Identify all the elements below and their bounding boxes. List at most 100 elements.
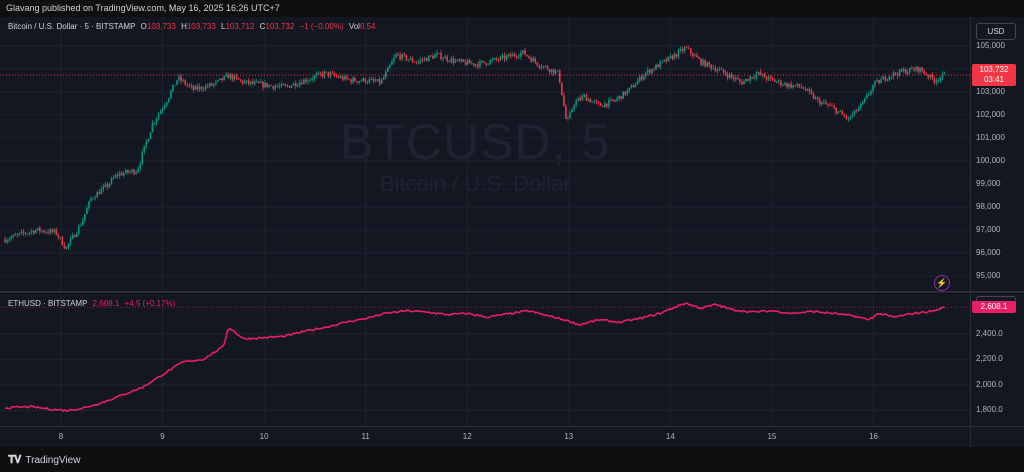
- btc-candle-body: [857, 108, 860, 112]
- btc-candle-body: [518, 56, 520, 58]
- btc-candle-body: [841, 111, 844, 115]
- btc-candle-body: [423, 58, 426, 60]
- btc-candle-body: [299, 82, 301, 86]
- btc-candle-body: [579, 98, 582, 100]
- btc-candle-body: [139, 163, 141, 169]
- btc-candle-body: [90, 198, 92, 202]
- btc-y-tick-label: 101,000: [976, 132, 1005, 142]
- btc-candle-body: [143, 145, 146, 153]
- btc-candle-body: [497, 59, 500, 61]
- btc-candle-body: [663, 59, 665, 61]
- eth-price-axis[interactable]: USD 2,400.02,200.02,000.01,800.0 2,608.1: [970, 294, 1024, 426]
- btc-legend-l-label: L: [221, 22, 226, 31]
- btc-candle-body: [511, 54, 514, 57]
- btc-candle-body: [876, 80, 878, 82]
- btc-candle-body: [872, 85, 874, 91]
- btc-candle-body: [477, 64, 479, 67]
- btc-price-tag-value: 103,732: [979, 64, 1009, 74]
- btc-candle-body: [837, 111, 839, 114]
- btc-candle-body: [794, 85, 796, 87]
- btc-candle-body: [80, 225, 82, 227]
- btc-candle-body: [886, 79, 889, 81]
- btc-candle-body: [597, 101, 600, 104]
- btc-candle-body: [296, 85, 299, 87]
- flash-icon[interactable]: ⚡: [934, 275, 950, 291]
- btc-candle-body: [417, 61, 420, 63]
- btc-candle-body: [604, 103, 606, 108]
- currency-button[interactable]: USD: [976, 23, 1016, 40]
- btc-candle-body: [229, 74, 232, 79]
- btc-candle-body: [155, 118, 158, 123]
- btc-candle-body: [194, 86, 197, 90]
- eth-line-chart[interactable]: [0, 294, 970, 426]
- btc-candle-body: [632, 85, 635, 88]
- btc-legend-close: 103,732: [265, 22, 295, 31]
- btc-candle-body: [413, 61, 416, 63]
- btc-candle-body: [489, 60, 491, 64]
- btc-y-tick-label: 96,000: [976, 248, 1001, 258]
- btc-candle-body: [217, 79, 219, 82]
- btc-candle-body: [215, 81, 217, 85]
- btc-candle-body: [14, 234, 17, 236]
- btc-candle-body: [403, 54, 406, 56]
- btc-candle-body: [589, 98, 592, 103]
- btc-candle-body: [679, 49, 682, 51]
- btc-candle-body: [165, 102, 168, 106]
- btc-price-pane[interactable]: BTCUSD, 5 Bitcoin / U.S. Dollar Bitcoin …: [0, 17, 970, 291]
- btc-candle-body: [432, 55, 434, 59]
- btc-candle-body: [163, 105, 166, 109]
- btc-y-tick-label: 102,000: [976, 109, 1005, 119]
- btc-candle-body: [170, 91, 172, 99]
- btc-candle-body: [6, 240, 8, 243]
- btc-candle-body: [266, 82, 268, 88]
- btc-candle-body: [34, 229, 37, 234]
- btc-candle-body: [116, 174, 119, 176]
- btc-candle-body: [8, 239, 10, 241]
- btc-candle-body: [636, 80, 639, 85]
- btc-candle-body: [323, 71, 326, 77]
- btc-candle-body: [487, 63, 489, 65]
- btc-candle-body: [161, 108, 164, 111]
- btc-candlestick-chart[interactable]: [0, 17, 970, 291]
- btc-candle-body: [657, 64, 659, 68]
- btc-candle-body: [364, 78, 367, 83]
- pane-separator[interactable]: [0, 291, 1024, 293]
- footer: 𝐓𝐕 TradingView: [0, 449, 1024, 472]
- btc-candle-body: [178, 76, 180, 80]
- tradingview-logo[interactable]: 𝐓𝐕 TradingView: [8, 454, 80, 467]
- eth-legend: ETHUSD · BITSTAMP 2,608.1 +4.5 (+0.17%): [8, 299, 178, 308]
- btc-candle-body: [868, 94, 870, 95]
- btc-candle-body: [696, 55, 698, 58]
- btc-candle-body: [204, 85, 207, 90]
- btc-candle-body: [462, 59, 465, 62]
- btc-candle-body: [301, 82, 303, 85]
- btc-candle-body: [788, 83, 790, 88]
- btc-y-tick-label: 95,000: [976, 271, 1001, 281]
- btc-y-tick-label: 97,000: [976, 225, 1001, 235]
- eth-pane[interactable]: ETHUSD · BITSTAMP 2,608.1 +4.5 (+0.17%): [0, 294, 970, 426]
- btc-candle-body: [796, 83, 799, 86]
- btc-candle-body: [57, 234, 60, 238]
- btc-candle-body: [694, 55, 696, 57]
- btc-candle-body: [741, 81, 743, 85]
- btc-candle-body: [272, 85, 275, 89]
- btc-candle-body: [319, 72, 322, 74]
- btc-price-axis[interactable]: USD 105,000104,000103,000102,000101,0001…: [970, 17, 1024, 291]
- eth-series-line: [4, 302, 945, 412]
- btc-candle-body: [546, 66, 549, 70]
- btc-candle-body: [737, 78, 739, 80]
- btc-candle-body: [563, 95, 565, 107]
- btc-candle-body: [368, 79, 371, 83]
- btc-candle-body: [900, 69, 903, 72]
- btc-candle-body: [513, 54, 516, 57]
- btc-candle-body: [888, 76, 891, 80]
- btc-candle-body: [671, 55, 674, 60]
- btc-candle-body: [898, 69, 901, 76]
- btc-candle-body: [213, 84, 215, 86]
- btc-candle-body: [251, 81, 254, 84]
- time-axis[interactable]: 8 9 10 11 12 13 14 15 16: [0, 427, 970, 447]
- btc-legend-high: 103,733: [186, 22, 216, 31]
- x-tick-label: 14: [665, 432, 675, 441]
- btc-candle-body: [100, 189, 103, 195]
- btc-candle-body: [520, 52, 522, 57]
